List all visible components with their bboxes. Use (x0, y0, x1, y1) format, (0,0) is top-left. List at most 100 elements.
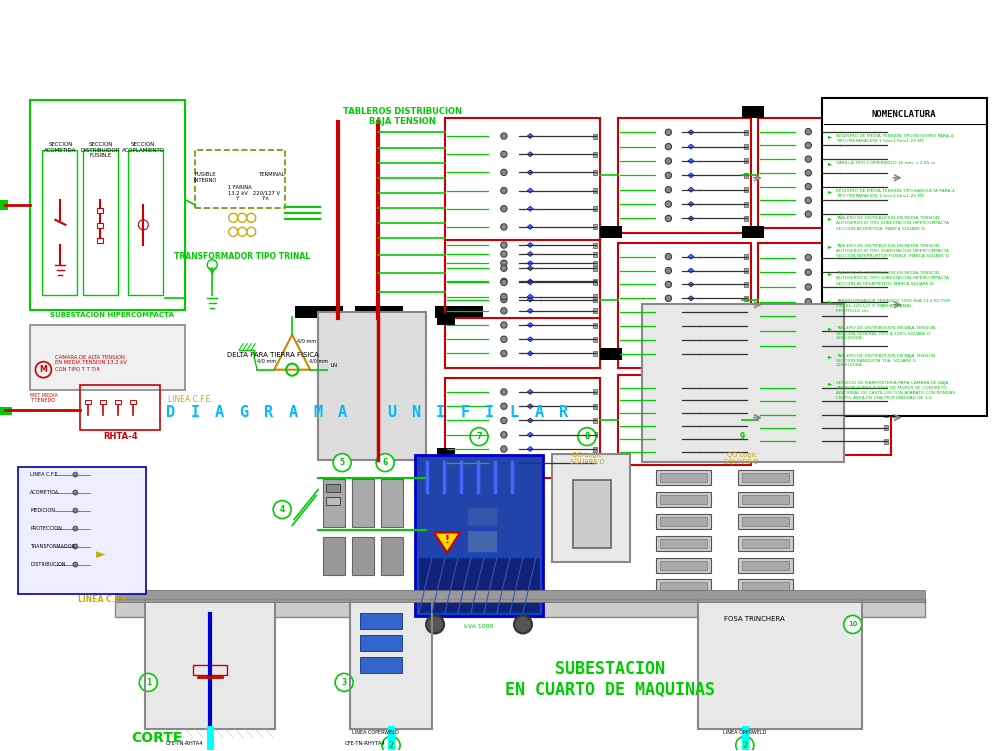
Text: 9: 9 (739, 432, 744, 441)
Circle shape (805, 170, 811, 176)
Bar (660, 517, 707, 526)
Bar (884, 426, 888, 430)
Bar (744, 436, 748, 442)
Polygon shape (527, 433, 533, 437)
Bar (656, 492, 711, 507)
Circle shape (501, 279, 507, 285)
Bar (744, 144, 748, 149)
Bar (130, 400, 136, 403)
Circle shape (665, 436, 672, 442)
Bar (30, 100, 185, 309)
Bar (445, 118, 600, 318)
Text: 5: 5 (340, 458, 345, 467)
Circle shape (335, 674, 353, 692)
Circle shape (501, 206, 507, 212)
Bar (593, 134, 597, 139)
Circle shape (514, 616, 532, 633)
Bar (742, 472, 789, 481)
Bar (744, 158, 748, 164)
Polygon shape (688, 309, 694, 315)
Polygon shape (527, 294, 533, 299)
Circle shape (665, 336, 672, 343)
Circle shape (501, 297, 507, 303)
Circle shape (665, 423, 672, 430)
Bar (744, 385, 748, 390)
Bar (195, 150, 285, 208)
Text: ACOMETIDA: ACOMETIDA (30, 490, 60, 495)
Bar (742, 538, 789, 547)
Text: TABLEROS DISTRIBUCION
BAJA TENSION: TABLEROS DISTRIBUCION BAJA TENSION (343, 107, 462, 126)
Bar (744, 268, 748, 273)
Circle shape (73, 508, 78, 513)
Text: SECCION
ACOMETIDA: SECCION ACOMETIDA (44, 142, 77, 152)
Text: FUSIBLE
INTERNO: FUSIBLE INTERNO (194, 172, 217, 182)
Bar (97, 223, 103, 228)
Bar (884, 212, 888, 216)
Circle shape (501, 260, 507, 267)
Text: ►: ► (828, 326, 832, 331)
Bar (381, 536, 403, 575)
Polygon shape (828, 285, 834, 289)
Bar (744, 337, 748, 342)
Text: TERMINAL: TERMINAL (259, 172, 285, 176)
Circle shape (665, 172, 672, 179)
Circle shape (733, 427, 751, 445)
Text: LINEA COPERWELD: LINEA COPERWELD (352, 731, 398, 735)
Circle shape (501, 336, 507, 342)
Bar (744, 449, 748, 454)
Bar (360, 614, 402, 629)
Text: SECCION
ACOPLAMIENTO: SECCION ACOPLAMIENTO (122, 142, 165, 152)
Circle shape (844, 616, 862, 633)
Polygon shape (527, 152, 533, 157)
Bar (744, 216, 748, 221)
Text: TRANSFORMADOR: TRANSFORMADOR (30, 544, 75, 548)
Text: 4: 4 (280, 505, 285, 514)
Polygon shape (828, 299, 834, 304)
Polygon shape (527, 461, 533, 466)
Bar (350, 599, 432, 729)
Text: CAMARA DE ALTA TENSION
EN MEDIA TENSION 13.2 kV
CON TIPO T T T/4: CAMARA DE ALTA TENSION EN MEDIA TENSION … (55, 354, 127, 371)
Polygon shape (688, 144, 694, 149)
Text: ►: ► (828, 216, 832, 222)
Bar (744, 309, 748, 315)
Circle shape (665, 295, 672, 301)
Text: 4/0 mm: 4/0 mm (309, 359, 328, 363)
Circle shape (501, 432, 507, 438)
Bar (445, 378, 600, 478)
Polygon shape (688, 130, 694, 134)
Bar (115, 599, 925, 617)
Bar (115, 400, 121, 403)
Polygon shape (527, 207, 533, 211)
Text: SECCION
DISTRIBUIDOR
FUSIBLE: SECCION DISTRIBUIDOR FUSIBLE (81, 142, 120, 158)
Bar (326, 484, 340, 492)
Bar (656, 469, 711, 484)
Bar (415, 454, 543, 617)
Polygon shape (688, 173, 694, 178)
Polygon shape (527, 404, 533, 409)
Text: LINEA C.F.E.: LINEA C.F.E. (30, 472, 59, 477)
Bar (593, 280, 597, 285)
Bar (744, 411, 748, 416)
Bar (360, 657, 402, 674)
Polygon shape (527, 390, 533, 394)
Bar (593, 404, 597, 409)
Text: REGISTRO DE MEDIA TENSION TIPO REGISTRO PARA-4
TIPO PREPARACION 1.5mx1.0mx1.25 M: REGISTRO DE MEDIA TENSION TIPO REGISTRO … (836, 134, 953, 143)
Circle shape (805, 197, 811, 204)
Bar (738, 469, 793, 484)
Bar (360, 635, 402, 651)
Circle shape (805, 385, 811, 391)
Circle shape (805, 156, 811, 162)
Circle shape (501, 350, 507, 357)
Text: CORTE: CORTE (132, 731, 183, 745)
Polygon shape (434, 532, 460, 553)
Bar (381, 478, 403, 526)
Text: L: L (510, 405, 519, 420)
Bar (744, 282, 748, 287)
Circle shape (665, 216, 672, 222)
Circle shape (665, 448, 672, 455)
Text: QO Logic
SQUARE D: QO Logic SQUARE D (724, 451, 759, 465)
Text: I: I (485, 405, 494, 420)
Circle shape (501, 460, 507, 466)
Text: ►: ► (828, 161, 832, 167)
Bar (593, 433, 597, 437)
